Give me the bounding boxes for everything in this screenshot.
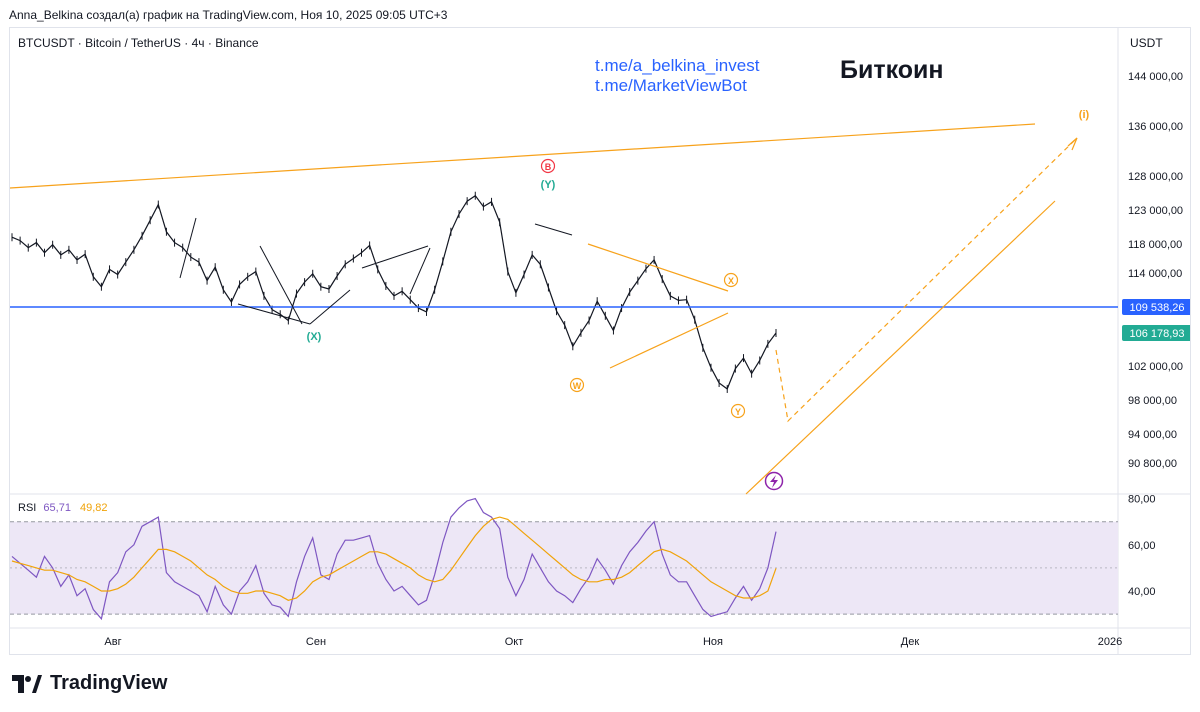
wave-label: W — [573, 381, 582, 391]
time-tick-label: 2026 — [1098, 636, 1122, 648]
rsi-legend: RSI 65,71 49,82 — [18, 502, 108, 514]
wave-line — [534, 223, 573, 236]
level-price-label: 109 538,26 — [1129, 302, 1184, 314]
wave-line — [409, 247, 431, 295]
price-chart[interactable]: 144 000,00 136 000,00 128 000,00 123 000,00… — [10, 28, 1191, 655]
wave-marker-circle — [723, 272, 739, 288]
time-tick-label: Авг — [104, 636, 121, 648]
price-tick-label: 123 000,00 — [1128, 205, 1183, 217]
rsi-ma-value: 49,82 — [80, 502, 108, 514]
symbol-info: BTCUSDT · Bitcoin / TetherUS · 4ч · Bina… — [18, 36, 259, 50]
price-tick-label: 102 000,00 — [1128, 361, 1183, 373]
wave-label: Y — [735, 407, 741, 417]
wave-line — [309, 289, 351, 325]
wave-line — [237, 303, 311, 325]
wave-line — [361, 245, 429, 269]
wave-label: (X) — [307, 331, 322, 343]
wave-label: X — [728, 276, 734, 286]
projected-arrow — [1067, 137, 1078, 151]
time-tick-label: Дек — [901, 636, 920, 648]
wave-label: B — [545, 162, 552, 172]
price-tick-label: 114 000,00 — [1128, 268, 1182, 280]
rsi-tick-label: 80,00 — [1128, 494, 1156, 506]
price-tick-label: 94 000,00 — [1128, 429, 1177, 441]
wave-marker-circle — [540, 158, 556, 174]
wave-line — [179, 217, 197, 279]
link-telegram-channel[interactable]: t.me/a_belkina_invest — [595, 56, 760, 75]
rsi-line — [11, 497, 777, 621]
rsi-label: RSI — [18, 502, 37, 514]
wave-line — [259, 245, 303, 325]
last-price-badge — [1122, 325, 1190, 341]
triangle-upper-line — [587, 243, 729, 292]
wave-marker-circle — [569, 377, 585, 393]
price-tick-label: 118 000,00 — [1128, 239, 1182, 251]
last-price-label: 106 178,93 — [1129, 328, 1184, 340]
time-tick-label: Окт — [505, 636, 524, 648]
wave-label: (i) — [1079, 109, 1090, 121]
rsi-tick-label: 60,00 — [1128, 540, 1156, 552]
price-tick-label: 144 000,00 — [1128, 71, 1183, 83]
upper-trendline — [10, 123, 1036, 189]
price-tick-label: 98 000,00 — [1128, 395, 1177, 407]
price-tick-label: 128 000,00 — [1128, 171, 1183, 183]
price-tick-label: 136 000,00 — [1128, 121, 1183, 133]
wave-label: (Y) — [541, 179, 556, 191]
tradingview-logo[interactable]: TradingView — [12, 672, 167, 695]
tradingview-logo-icon — [12, 674, 42, 693]
promo-links: t.me/a_belkina_invest t.me/MarketViewBot — [595, 56, 759, 96]
price-tick-label: 90 800,00 — [1128, 458, 1177, 470]
triangle-lower-line — [609, 312, 729, 369]
chart-title: Биткоин — [840, 56, 944, 84]
time-tick-label: Сен — [306, 636, 326, 648]
projected-path — [775, 137, 1078, 423]
link-telegram-bot[interactable]: t.me/MarketViewBot — [595, 76, 747, 95]
rsi-ma-line — [11, 516, 777, 601]
currency-label[interactable]: USDT — [1130, 36, 1163, 50]
lightning-icon-glyph — [770, 475, 778, 488]
rsi-value: 65,71 — [43, 502, 71, 514]
rsi-tick-label: 40,00 — [1128, 586, 1156, 598]
chart-attribution: Anna_Belkina создал(а) график на Trading… — [9, 8, 448, 22]
tradingview-brand: TradingView — [50, 672, 168, 694]
support-trendline — [745, 200, 1056, 495]
wave-marker-circle — [730, 403, 746, 419]
time-tick-label: Ноя — [703, 636, 723, 648]
chart-frame[interactable]: 144 000,00 136 000,00 128 000,00 123 000,00… — [9, 27, 1191, 655]
level-price-badge — [1122, 299, 1190, 315]
